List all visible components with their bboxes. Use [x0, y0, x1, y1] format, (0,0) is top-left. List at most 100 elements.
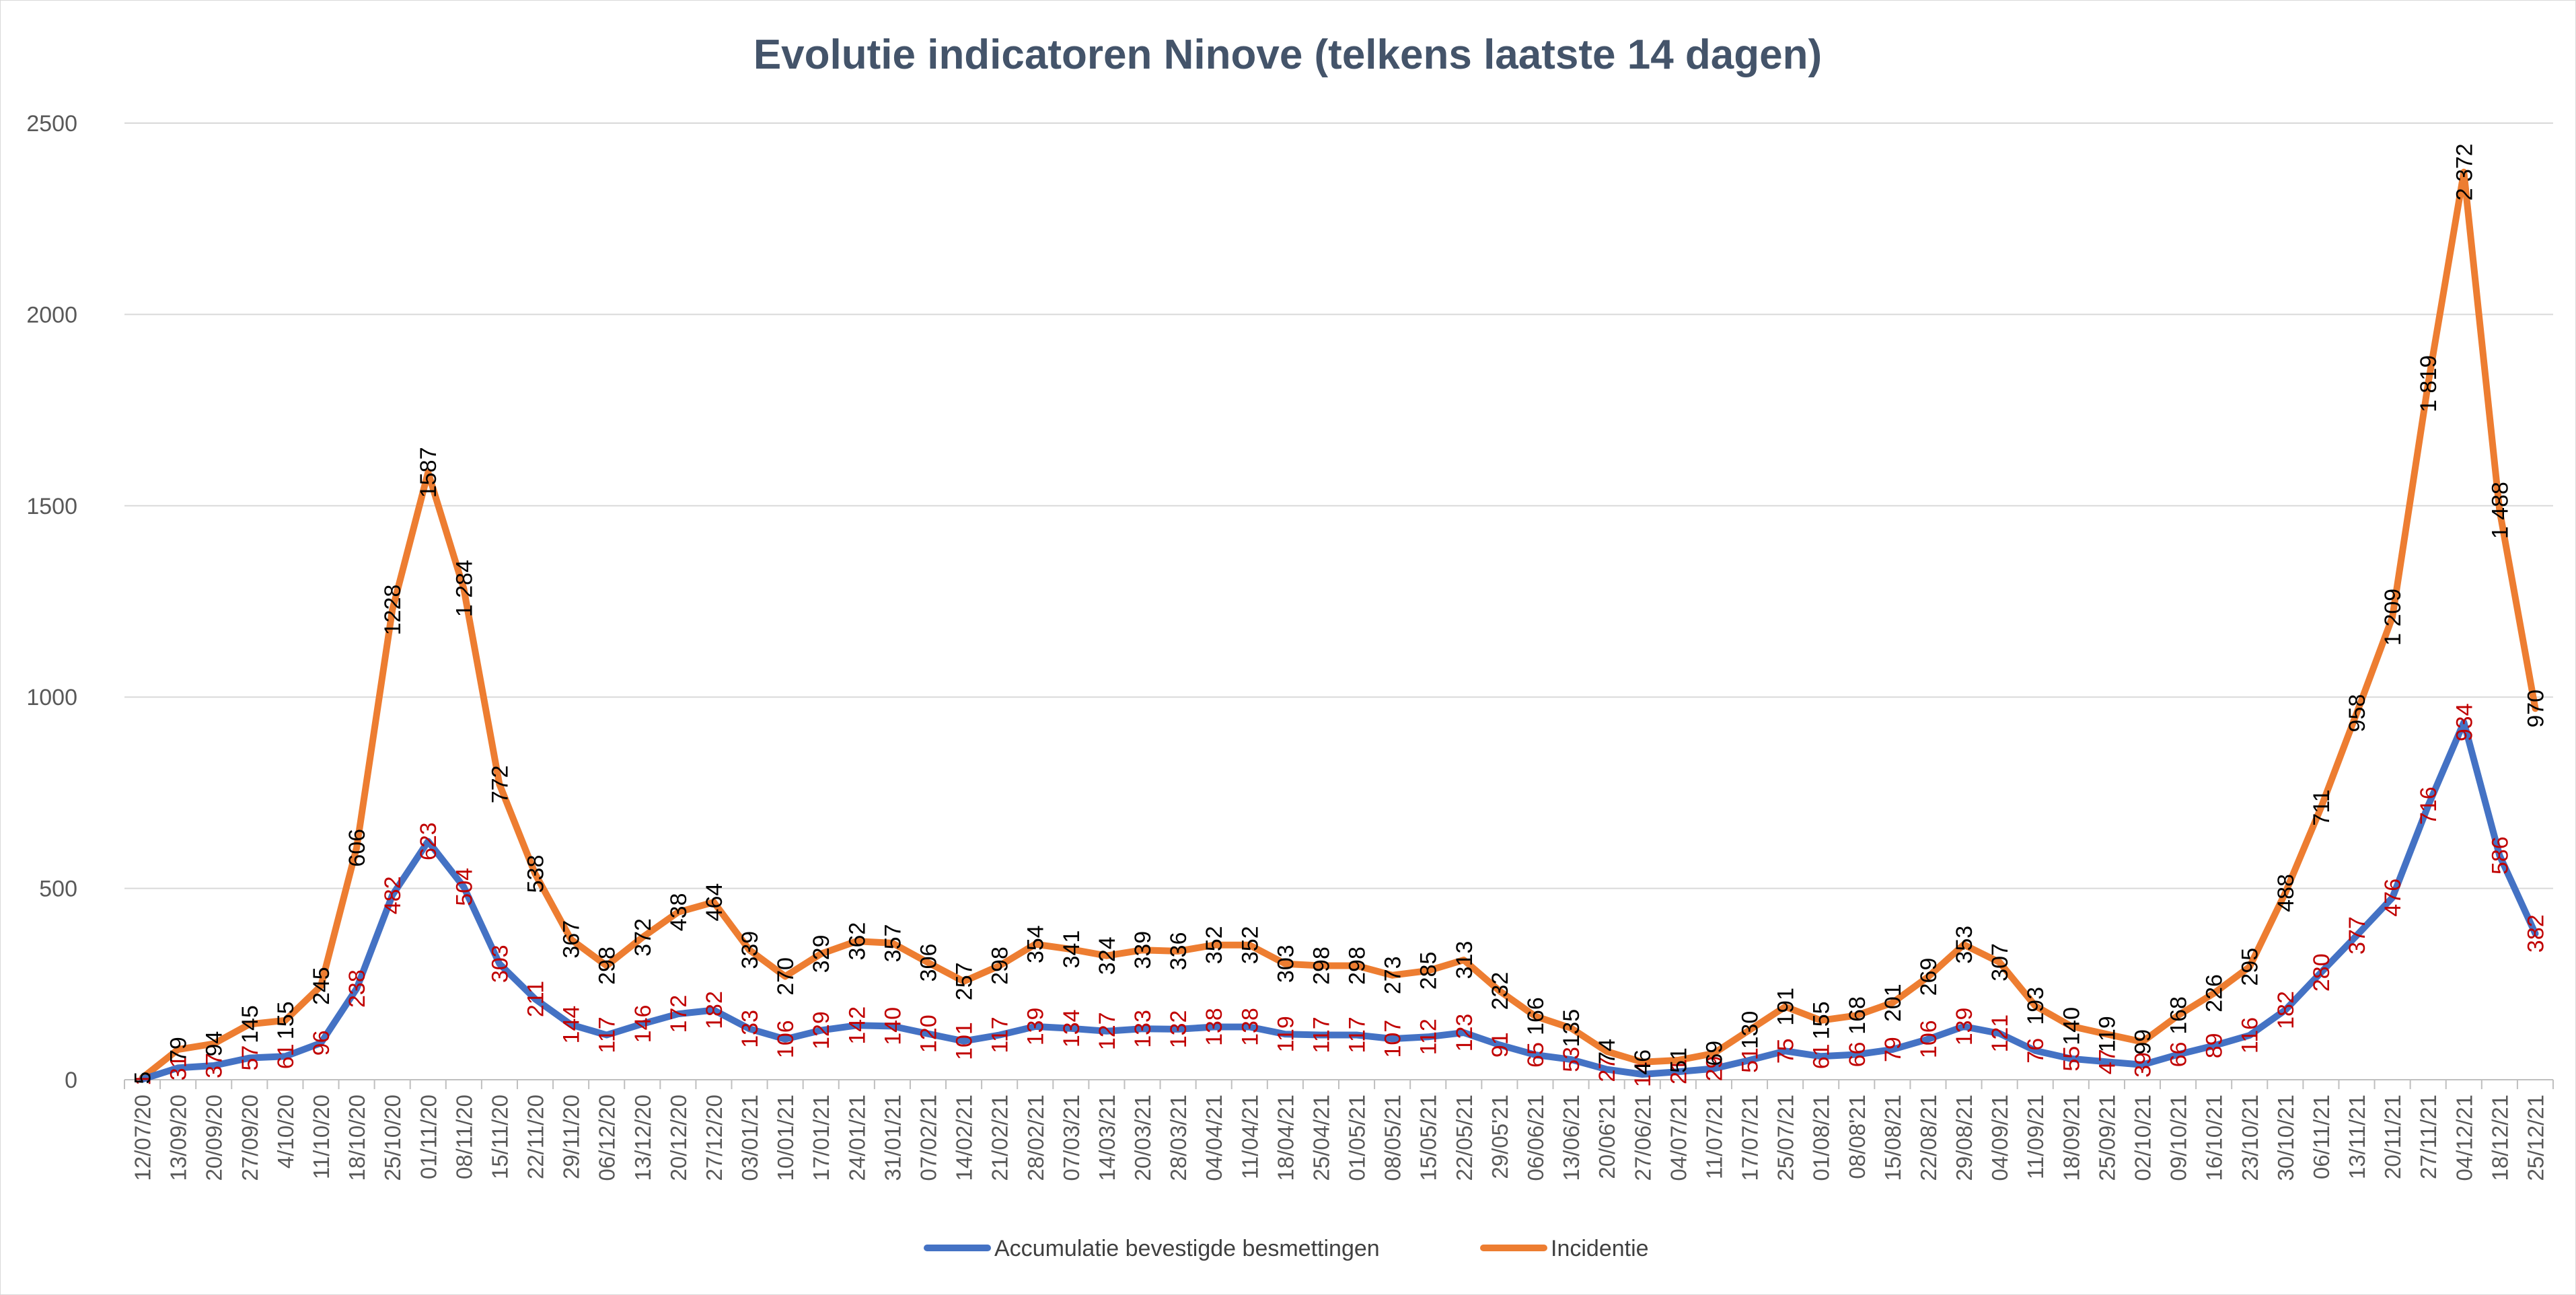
x-tick-label: 22/05/21 [1452, 1095, 1477, 1181]
data-label-accumulatie: 382 [2523, 914, 2548, 953]
x-tick-label: 07/02/21 [916, 1095, 941, 1181]
data-label-accumulatie: 129 [809, 1011, 834, 1049]
data-label-accumulatie: 138 [1237, 1008, 1263, 1046]
x-tick-label: 10/01/21 [773, 1095, 798, 1181]
data-label-incidentie: 339 [737, 931, 763, 969]
data-label-incidentie: 119 [2094, 1016, 2120, 1052]
data-label-incidentie: 140 [2059, 1007, 2084, 1045]
x-tick-label: 04/04/21 [1202, 1095, 1226, 1181]
x-tick-label: 06/06/21 [1523, 1095, 1548, 1181]
data-label-accumulatie: 182 [702, 991, 727, 1029]
data-label-accumulatie: 377 [2345, 916, 2370, 955]
x-tick-label: 24/01/21 [844, 1095, 869, 1181]
x-tick-label: 29/11/20 [559, 1095, 584, 1179]
x-tick-label: 22/08/21 [1916, 1095, 1941, 1181]
x-tick-label: 11/10/20 [309, 1095, 334, 1179]
data-label-incidentie: 313 [1452, 941, 1477, 979]
data-label-accumulatie: 586 [2487, 836, 2513, 875]
data-label-incidentie: 2 372 [2452, 143, 2477, 200]
data-label-accumulatie: 47 [2094, 1049, 2120, 1074]
series-line-accumulatie [139, 718, 2539, 1083]
x-tick-label: 08/08'21 [1845, 1095, 1870, 1179]
data-label-incidentie: 354 [1023, 925, 1049, 963]
data-label-incidentie: 464 [702, 883, 727, 922]
data-label-incidentie: 970 [2523, 690, 2548, 728]
data-label-accumulatie: 29 [1701, 1056, 1727, 1082]
x-tick-label: 20/11/21 [2380, 1095, 2405, 1179]
data-label-accumulatie: 31 [166, 1055, 192, 1080]
data-label-accumulatie: 117 [595, 1016, 620, 1053]
data-label-incidentie: 273 [1381, 956, 1406, 994]
x-tick-label: 11/09/21 [2023, 1095, 2048, 1179]
data-label-incidentie: 135 [1559, 1009, 1584, 1047]
data-label-incidentie: 245 [309, 967, 334, 1005]
x-tick-label: 13/12/20 [630, 1095, 655, 1181]
x-tick-label: 18/09/21 [2059, 1095, 2084, 1181]
data-label-incidentie: 362 [844, 922, 870, 961]
x-tick-label: 20/03/21 [1130, 1095, 1155, 1181]
data-label-incidentie: 352 [1202, 926, 1227, 964]
data-label-incidentie: 145 [237, 1005, 263, 1043]
data-label-accumulatie: 134 [1059, 1009, 1084, 1047]
x-tick-label: 18/04/21 [1273, 1095, 1298, 1181]
series-lines [139, 168, 2539, 1083]
data-label-accumulatie: 55 [2059, 1046, 2084, 1072]
data-label-incidentie: 1 819 [2416, 355, 2441, 412]
data-label-incidentie: 958 [2345, 694, 2370, 733]
data-label-accumulatie: 96 [309, 1030, 334, 1056]
x-tick-label: 30/10/21 [2273, 1095, 2298, 1181]
data-label-incidentie: 357 [880, 924, 906, 963]
x-tick-label: 13/11/21 [2345, 1095, 2369, 1179]
x-tick-label: 13/09/20 [166, 1095, 191, 1181]
data-label-incidentie: 232 [1487, 972, 1513, 1010]
x-tick-label: 28/03/21 [1166, 1095, 1191, 1181]
x-tick-label: 29/08/21 [1952, 1095, 1977, 1181]
data-label-accumulatie: 39 [2130, 1052, 2156, 1078]
data-label-accumulatie: 127 [1095, 1012, 1120, 1050]
x-tick-label: 03/01/21 [737, 1095, 762, 1181]
x-tick-label: 11/04/21 [1237, 1095, 1262, 1179]
data-label-accumulatie: 106 [1916, 1020, 1942, 1058]
data-label-accumulatie: 142 [844, 1006, 870, 1045]
data-label-accumulatie: 144 [559, 1006, 585, 1044]
x-tick-label: 27/06/21 [1630, 1095, 1655, 1181]
data-label-incidentie: 772 [487, 766, 513, 804]
data-label-incidentie: 298 [1309, 947, 1334, 985]
x-tick-label: 25/07/21 [1773, 1095, 1798, 1181]
data-label-accumulatie: 112 [1416, 1019, 1442, 1055]
x-tick-label: 25/12/21 [2523, 1095, 2548, 1181]
data-label-accumulatie: 61 [273, 1043, 299, 1069]
y-tick-label: 1000 [26, 685, 77, 710]
x-tick-label: 14/03/21 [1095, 1095, 1119, 1181]
data-label-incidentie: 226 [2202, 974, 2228, 1012]
data-label-accumulatie: 121 [1987, 1014, 2013, 1053]
x-tick-label: 28/02/21 [1023, 1095, 1048, 1181]
data-label-incidentie: 352 [1237, 926, 1263, 964]
data-label-accumulatie: 116 [2238, 1017, 2263, 1053]
data-label-accumulatie: 117 [1345, 1016, 1370, 1053]
data-label-accumulatie: 27 [1594, 1057, 1620, 1082]
data-label-accumulatie: 139 [1952, 1008, 1977, 1046]
x-tick-label: 02/10/21 [2130, 1095, 2155, 1181]
data-label-incidentie: 5 [131, 1072, 156, 1084]
y-tick-label: 2000 [26, 302, 77, 328]
series-line-incidentie [139, 168, 2539, 1082]
data-label-incidentie: 1 284 [451, 560, 477, 617]
data-label-incidentie: 285 [1416, 952, 1442, 990]
y-tick-label: 0 [65, 1068, 77, 1093]
x-tick-label: 27/11/21 [2416, 1095, 2441, 1179]
data-label-accumulatie: 79 [1880, 1037, 1906, 1062]
data-label-accumulatie: 51 [1738, 1047, 1763, 1073]
data-label-accumulatie: 280 [2309, 953, 2334, 992]
data-label-accumulatie: 53 [1559, 1047, 1584, 1072]
data-label-accumulatie: 482 [380, 876, 406, 914]
x-tick-label: 20/12/20 [666, 1095, 691, 1181]
data-label-incidentie: 257 [952, 962, 978, 1000]
data-label-accumulatie: 91 [1487, 1032, 1513, 1058]
data-label-accumulatie: 140 [880, 1007, 906, 1045]
data-label-accumulatie: 934 [2452, 703, 2477, 741]
data-label-accumulatie: 133 [737, 1010, 763, 1048]
data-label-accumulatie: 57 [237, 1045, 263, 1071]
data-label-incidentie: 168 [2166, 996, 2192, 1035]
